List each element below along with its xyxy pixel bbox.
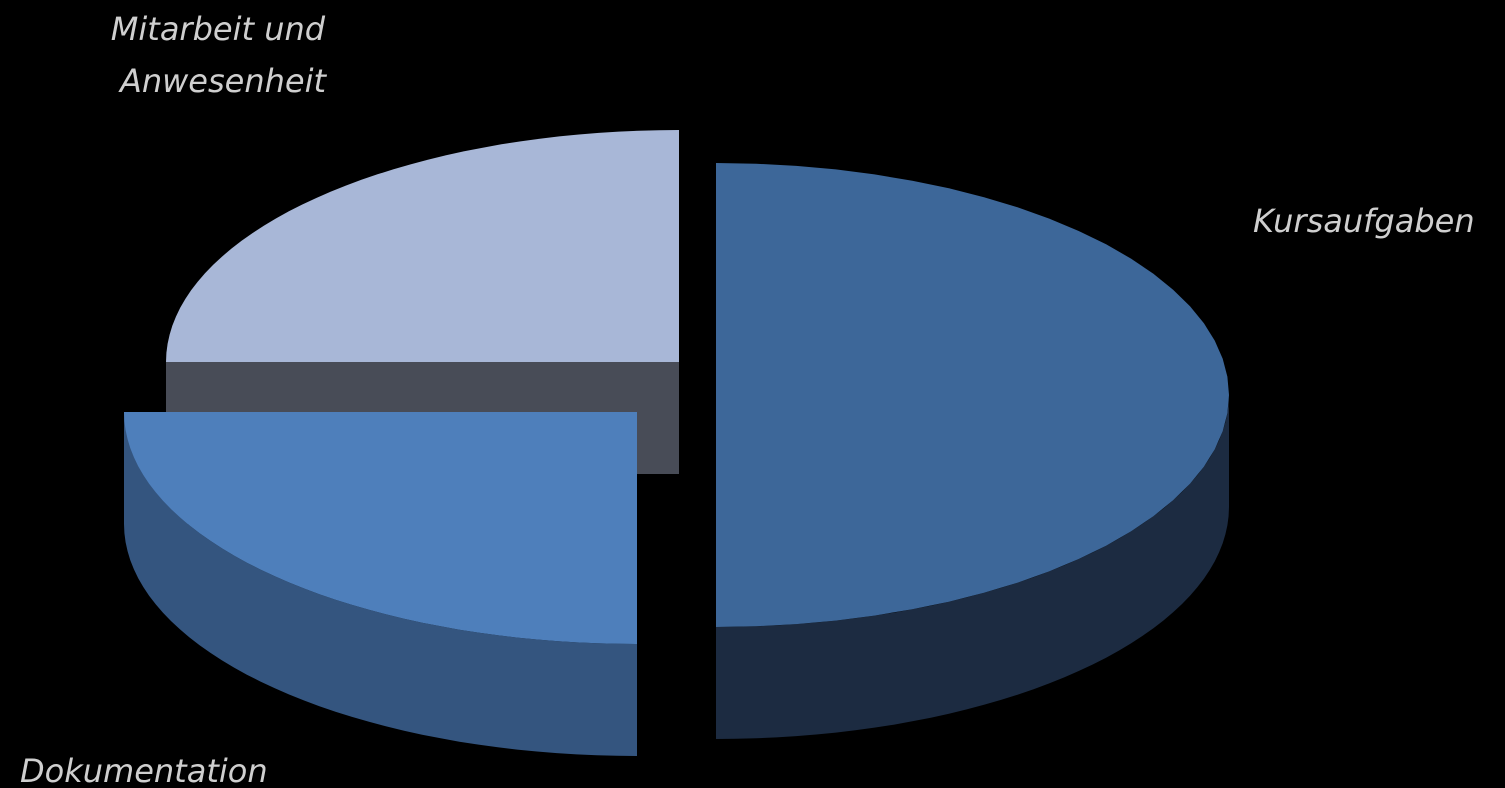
slice-0-side-0 [716, 395, 1229, 739]
slice-1-top [124, 412, 637, 644]
slice-1 [124, 412, 637, 756]
slice-1-side-0 [124, 412, 637, 756]
slice-label-mitarbeit: Mitarbeit und Anwesenheit [111, 10, 335, 100]
slice-label-dokumentation: Dokumentation [20, 752, 268, 788]
slice-0 [716, 163, 1229, 739]
slice-label-mitarbeit-line2: Anwesenheit [118, 62, 328, 100]
slice-label-mitarbeit-line1: Mitarbeit und [111, 10, 326, 48]
pie-slices [124, 130, 1229, 756]
slice-0-top [716, 163, 1229, 627]
slice-2-top [166, 130, 679, 362]
slice-label-kursaufgaben: Kursaufgaben [1253, 202, 1475, 240]
